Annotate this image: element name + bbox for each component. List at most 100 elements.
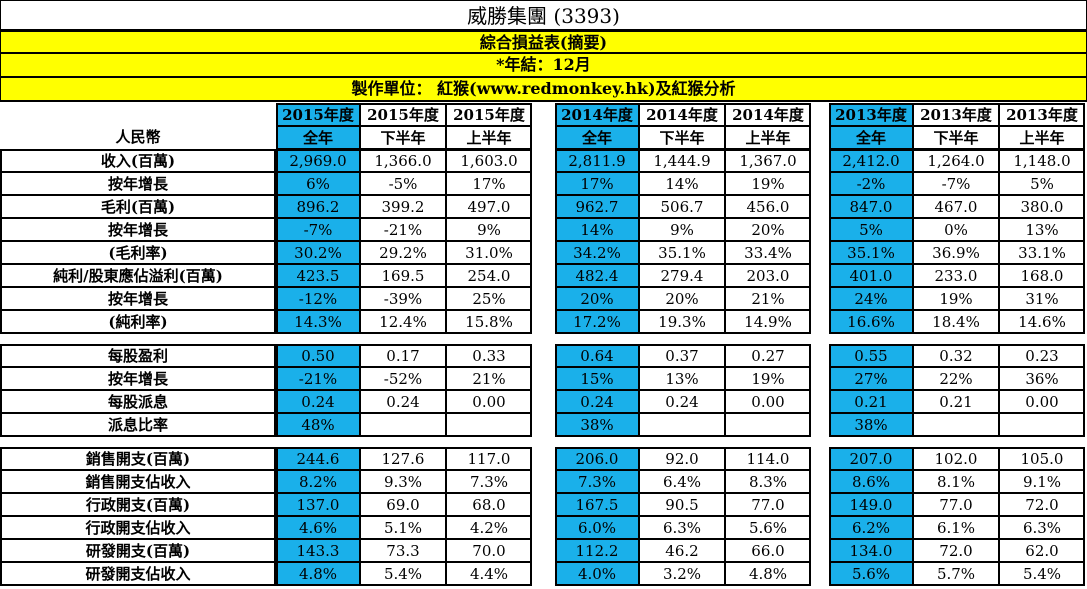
- data-cell: 4.6%: [276, 516, 360, 539]
- data-cell: 1,264.0: [913, 149, 999, 172]
- data-cell: 4.2%: [446, 516, 532, 539]
- period-header: 全年: [829, 126, 913, 149]
- period-header: 下半年: [913, 126, 999, 149]
- data-cell: 48%: [276, 413, 360, 436]
- data-cell: 143.3: [276, 539, 360, 562]
- data-cell: 207.0: [829, 447, 913, 470]
- data-cell: 13%: [999, 218, 1085, 241]
- data-cell: 206.0: [555, 447, 639, 470]
- data-cell: 72.0: [999, 493, 1085, 516]
- data-cell: 5.7%: [913, 562, 999, 585]
- company-title-text: 威勝集團 (3393): [467, 4, 620, 28]
- data-cell: 66.0: [725, 539, 811, 562]
- data-cell: 20%: [725, 218, 811, 241]
- data-cell: 254.0: [446, 264, 532, 287]
- data-cell: 0.00: [446, 390, 532, 413]
- data-cell: 423.5: [276, 264, 360, 287]
- statement-title-text: 綜合損益表(摘要): [479, 33, 608, 52]
- data-cell: 22%: [913, 367, 999, 390]
- data-cell: 114.0: [725, 447, 811, 470]
- row-label: 行政開支(百萬): [0, 493, 276, 516]
- data-cell: 6.1%: [913, 516, 999, 539]
- row-label: 銷售開支(百萬): [0, 447, 276, 470]
- data-cell: 9.1%: [999, 470, 1085, 493]
- data-cell: 0.27: [725, 344, 811, 367]
- data-cell: 0%: [913, 218, 999, 241]
- data-cell: 18.4%: [913, 310, 999, 333]
- year-end-note: *年結：12月: [0, 54, 1087, 78]
- data-cell: 896.2: [276, 195, 360, 218]
- data-cell: 35.1%: [829, 241, 913, 264]
- data-cell: 4.4%: [446, 562, 532, 585]
- year-end-note-text: *年結：12月: [496, 55, 591, 74]
- data-cell: -21%: [360, 218, 446, 241]
- data-cell: 62.0: [999, 539, 1085, 562]
- data-cell: 9%: [446, 218, 532, 241]
- data-cell: 33.1%: [999, 241, 1085, 264]
- data-cell: 15%: [555, 367, 639, 390]
- data-cell: 38%: [555, 413, 639, 436]
- data-cell: 117.0: [446, 447, 532, 470]
- data-cell: 401.0: [829, 264, 913, 287]
- data-cell: 0.37: [639, 344, 725, 367]
- data-cell: 36.9%: [913, 241, 999, 264]
- data-cell: 112.2: [555, 539, 639, 562]
- data-cell: 203.0: [725, 264, 811, 287]
- data-cell: -39%: [360, 287, 446, 310]
- data-cell: 16.6%: [829, 310, 913, 333]
- data-cell: 0.00: [725, 390, 811, 413]
- data-cell: 12.4%: [360, 310, 446, 333]
- data-cell: 4.0%: [555, 562, 639, 585]
- producer-credit-text: 製作單位： 紅猴(www.redmonkey.hk)及紅猴分析: [351, 79, 736, 98]
- data-cell: 13%: [639, 367, 725, 390]
- data-cell: 5.6%: [725, 516, 811, 539]
- row-label: 每股盈利: [0, 344, 276, 367]
- data-cell: -7%: [276, 218, 360, 241]
- data-cell: 14%: [555, 218, 639, 241]
- data-cell: 8.1%: [913, 470, 999, 493]
- data-cell: 8.6%: [829, 470, 913, 493]
- data-cell: 0.24: [276, 390, 360, 413]
- data-cell: 0.24: [360, 390, 446, 413]
- data-cell: 15.8%: [446, 310, 532, 333]
- row-label: 研發開支(百萬): [0, 539, 276, 562]
- data-cell: 6.0%: [555, 516, 639, 539]
- period-header: 全年: [276, 126, 360, 149]
- data-cell: 279.4: [639, 264, 725, 287]
- data-cell: 30.2%: [276, 241, 360, 264]
- data-cell: [999, 413, 1085, 436]
- data-cell: 1,603.0: [446, 149, 532, 172]
- data-cell: 0.55: [829, 344, 913, 367]
- data-cell: 19%: [725, 172, 811, 195]
- data-cell: -21%: [276, 367, 360, 390]
- year-header: 2013年度: [913, 103, 999, 126]
- statement-title: 綜合損益表(摘要): [0, 30, 1087, 54]
- row-label: (毛利率): [0, 241, 276, 264]
- data-cell: 506.7: [639, 195, 725, 218]
- period-header: 下半年: [360, 126, 446, 149]
- data-cell: -7%: [913, 172, 999, 195]
- data-cell: 7.3%: [555, 470, 639, 493]
- row-label: 行政開支佔收入: [0, 516, 276, 539]
- period-header: 上半年: [725, 126, 811, 149]
- data-cell: 33.4%: [725, 241, 811, 264]
- currency-label: 人民幣: [115, 128, 161, 146]
- data-cell: 134.0: [829, 539, 913, 562]
- row-label: 按年增長: [0, 218, 276, 241]
- data-cell: 2,412.0: [829, 149, 913, 172]
- data-cell: 19%: [725, 367, 811, 390]
- data-cell: 77.0: [725, 493, 811, 516]
- company-title: 威勝集團 (3393): [0, 0, 1087, 30]
- year-header: 2013年度: [999, 103, 1085, 126]
- period-header: 上半年: [446, 126, 532, 149]
- data-cell: 20%: [555, 287, 639, 310]
- row-label: 按年增長: [0, 367, 276, 390]
- year-header: 2014年度: [555, 103, 639, 126]
- data-cell: 90.5: [639, 493, 725, 516]
- data-cell: 5.4%: [999, 562, 1085, 585]
- producer-credit: 製作單位： 紅猴(www.redmonkey.hk)及紅猴分析: [0, 78, 1087, 102]
- data-cell: 36%: [999, 367, 1085, 390]
- row-label: 按年增長: [0, 287, 276, 310]
- data-cell: [360, 413, 446, 436]
